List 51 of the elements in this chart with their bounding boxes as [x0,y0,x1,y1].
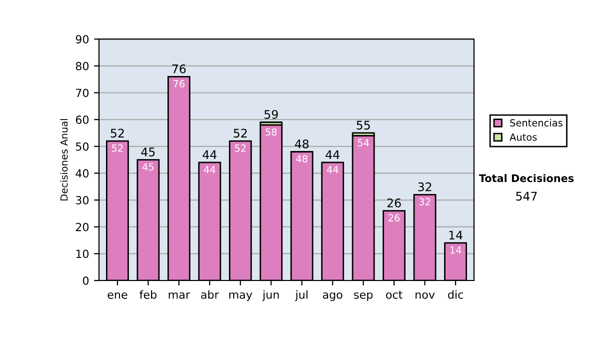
legend-label: Autos [510,134,537,141]
total-label: 52 [234,128,247,138]
y-tick-label: 90 [76,35,89,44]
y-tick-label: 30 [76,196,89,204]
x-tick-label: jul [295,290,308,301]
y-tick-label: 0 [82,276,89,285]
y-tick-label: 40 [76,169,89,178]
total-label: 32 [418,182,432,192]
y-tick-label: 10 [76,250,89,258]
x-tick-label: mar [168,292,190,299]
x-tick-label: abr [201,290,219,299]
data-label: 44 [204,166,216,174]
y-tick-label: 60 [76,116,89,124]
y-tick-label: 20 [76,222,89,232]
data-label: 54 [358,139,369,146]
data-label: 26 [388,214,400,222]
data-label: 45 [142,163,154,171]
data-label: 52 [112,144,123,152]
data-label: 76 [174,80,184,88]
x-tick-label: may [229,292,252,301]
total-label: 45 [141,148,155,156]
total-label: 52 [110,128,124,138]
y-tick-label: 50 [76,142,89,151]
total-label: 55 [356,120,370,130]
data-label: 48 [296,155,308,162]
total-label: 26 [387,198,401,208]
data-label: 44 [326,166,338,174]
y-tick-label: 80 [76,62,89,70]
x-tick-label: feb [140,290,156,299]
x-tick-label: nov [416,292,435,299]
y-tick-label: 70 [76,88,89,98]
data-label: 32 [419,198,430,206]
y-axis-title: Decisiones Anual [60,119,68,200]
x-tick-label: jun [262,290,279,301]
total-label: 14 [449,230,462,240]
x-tick-label: ago [322,292,342,301]
x-tick-label: oct [386,290,402,299]
total-label: 59 [264,110,278,119]
total-label: 44 [326,150,340,159]
total-label: 76 [172,64,186,74]
legend-label: Sentencias [510,118,562,127]
data-label: 58 [266,128,277,136]
data-label: 14 [450,246,462,254]
total-label: 48 [294,139,309,148]
x-tick-label: sep [354,292,373,301]
data-label: 52 [234,144,246,152]
total-label: 44 [202,150,217,159]
x-tick-label: dic [448,290,463,299]
text: 547 [516,192,537,201]
x-tick-label: ene [108,292,128,299]
text: Total Decisiones [478,174,574,182]
